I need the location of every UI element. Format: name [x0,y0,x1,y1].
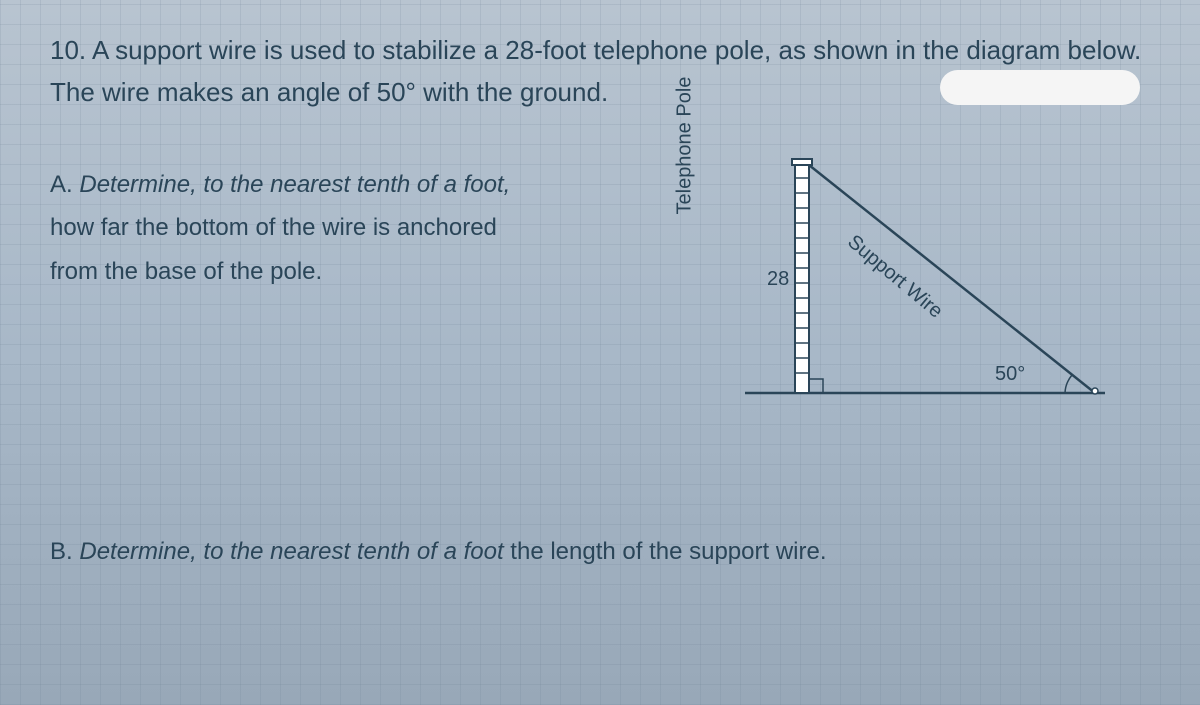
height-label: 28 [767,268,789,291]
angle-arc [1065,375,1072,393]
support-wire-line [809,165,1095,393]
part-a-line3: from the base of the pole. [50,258,322,285]
anchor-point [1092,388,1098,394]
part-a-italic-text: Determine, to the nearest tenth of a foo… [79,171,510,198]
angle-label: 50° [995,363,1025,386]
part-a-line2: how far the bottom of the wire is anchor… [50,214,497,241]
part-a-label: A. [50,171,73,198]
pole-label: Telephone Pole [674,77,697,215]
part-b-label: B. [50,538,73,565]
whiteout-mark [940,70,1140,105]
question-number: 10. [50,35,86,65]
part-a-container: A. Determine, to the nearest tenth of a … [50,153,655,293]
part-b-container: B. Determine, to the nearest tenth of a … [50,533,1150,571]
diagram-container: Telephone Pole Support Wire 28 50° [655,153,1150,433]
part-b-italic-text: Determine, to the nearest tenth of a foo… [79,538,503,565]
middle-section: A. Determine, to the nearest tenth of a … [50,153,1150,433]
part-b-text-rest: the length of the support wire. [510,538,826,565]
pole-cap [792,159,812,165]
right-angle-marker [809,379,823,393]
content-wrapper: 10. A support wire is used to stabilize … [50,30,1150,572]
